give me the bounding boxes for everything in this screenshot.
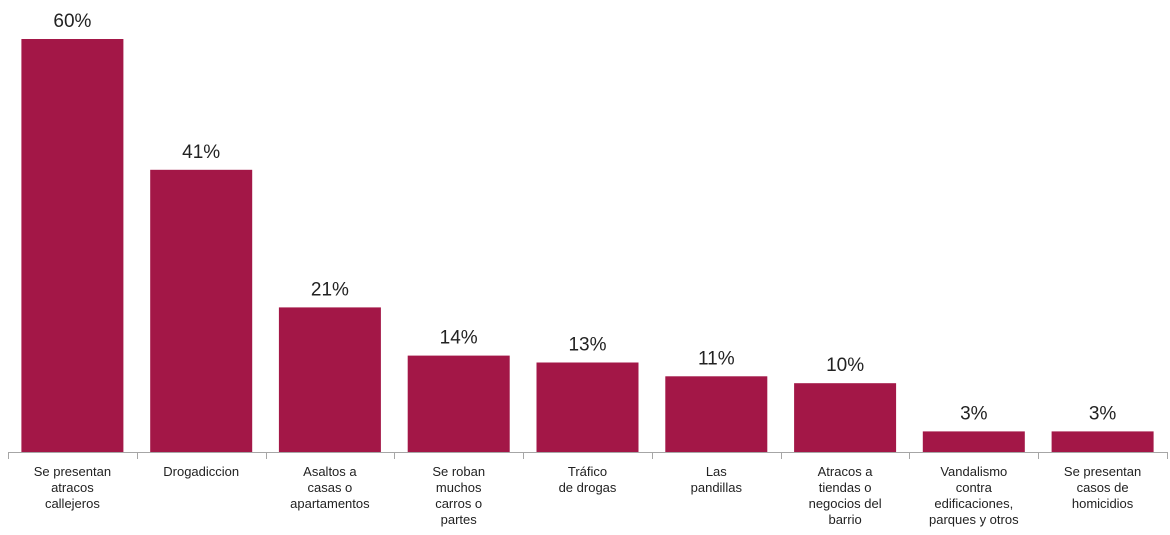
category-label-line: Tráfico [568, 464, 607, 479]
category-label-line: edificaciones, [934, 496, 1013, 511]
data-label: 41% [182, 142, 220, 163]
category-label-line: carros o [435, 496, 482, 511]
category-label-line: Se roban [432, 464, 485, 479]
bar [278, 307, 381, 452]
category-label-line: pandillas [691, 480, 743, 495]
data-label: 10% [826, 355, 864, 376]
category-label: Las pandillas [691, 464, 743, 495]
data-label: 21% [311, 279, 349, 300]
x-axis-ticks [8, 452, 1168, 459]
category-labels-group: Se presentan atracos callejerosDrogadiccio… [34, 464, 1142, 527]
category-label-line: homicidios [1072, 496, 1134, 511]
category-label-line: barrio [828, 512, 861, 527]
category-label-line: Vandalismo [940, 464, 1007, 479]
category-label-line: Drogadiccion [163, 464, 239, 479]
category-label-line: contra [956, 480, 993, 495]
data-label: 60% [53, 11, 91, 32]
bar [922, 431, 1025, 453]
data-label: 14% [440, 328, 478, 349]
bar [407, 355, 510, 452]
data-label: 3% [1089, 403, 1117, 424]
category-label-line: Asaltos a [303, 464, 357, 479]
bar [150, 169, 253, 453]
category-label-line: Se presentan [1064, 464, 1141, 479]
category-label: Atracos a tiendas o negocios del barrio [809, 464, 882, 527]
bar [794, 383, 897, 452]
category-label: Asaltos a casas o apartamentos [290, 464, 370, 511]
category-label: Se presentan casos de homicidios [1064, 464, 1141, 511]
category-label-line: apartamentos [290, 496, 370, 511]
value-labels-group: 60% 41% 21% 14% 13% 11% 10% 3% 3% [53, 11, 1116, 424]
category-label-line: Atracos a [818, 464, 874, 479]
category-label-line: partes [441, 512, 478, 527]
category-label: Vandalismo contra edificaciones, parques y … [929, 464, 1019, 527]
category-label-line: tiendas o [819, 480, 872, 495]
category-label-line: Se presentan [34, 464, 111, 479]
category-label: Drogadiccion [163, 464, 239, 479]
category-label: Tráfico de drogas [559, 464, 617, 495]
data-label: 3% [960, 403, 988, 424]
category-label-line: casas o [307, 480, 352, 495]
bars-group [21, 39, 1154, 453]
category-label-line: Las [706, 464, 727, 479]
bar [665, 376, 768, 452]
data-label: 13% [568, 335, 606, 356]
category-label-line: de drogas [559, 480, 617, 495]
category-label-line: callejeros [45, 496, 100, 511]
bar [1051, 431, 1154, 453]
category-label-line: muchos [436, 480, 482, 495]
bar [21, 39, 124, 452]
category-label-line: casos de [1077, 480, 1129, 495]
category-label-line: negocios del [809, 496, 882, 511]
category-label-line: atracos [51, 480, 94, 495]
bar [536, 362, 639, 452]
category-label: Se presentan atracos callejeros [34, 464, 111, 511]
data-label: 11% [698, 348, 735, 369]
category-label-line: parques y otros [929, 512, 1019, 527]
category-label: Se roban muchos carros o partes [432, 464, 485, 527]
